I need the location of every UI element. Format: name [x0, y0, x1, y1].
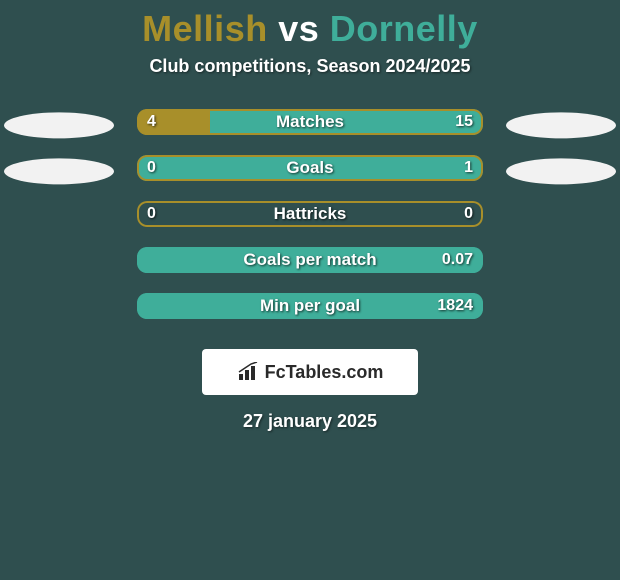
- stat-row: Min per goal 1824: [0, 289, 620, 335]
- stat-label: Min per goal: [260, 296, 360, 316]
- stat-value-left: 4: [147, 113, 156, 131]
- team-indicator-left: [4, 158, 114, 184]
- player-right-name: Dornelly: [330, 8, 478, 49]
- comparison-title: Mellish vs Dornelly: [0, 0, 620, 50]
- stat-value-right: 0.07: [442, 251, 473, 269]
- stat-label: Goals: [286, 158, 333, 178]
- stat-label: Matches: [276, 112, 344, 132]
- stat-label: Goals per match: [243, 250, 376, 270]
- stat-row: Goals per match 0.07: [0, 243, 620, 289]
- stat-label: Hattricks: [274, 204, 347, 224]
- stat-bar-track: Hattricks 0 0: [137, 201, 483, 227]
- stat-value-left: 0: [147, 205, 156, 223]
- stat-bar-track: Min per goal 1824: [137, 293, 483, 319]
- stats-area: Matches 4 15 Goals 0 1 Hattricks 0 0 Goals per ma…: [0, 105, 620, 335]
- stat-row: Goals 0 1: [0, 151, 620, 197]
- player-left-name: Mellish: [142, 8, 268, 49]
- stat-value-right: 0: [464, 205, 473, 223]
- stat-value-left: 0: [147, 159, 156, 177]
- stat-value-right: 1: [464, 159, 473, 177]
- stat-bar-track: Matches 4 15: [137, 109, 483, 135]
- stat-value-right: 1824: [437, 297, 473, 315]
- stat-row: Matches 4 15: [0, 105, 620, 151]
- team-indicator-right: [506, 112, 616, 138]
- brand-box: FcTables.com: [202, 349, 418, 395]
- snapshot-date: 27 january 2025: [0, 411, 620, 432]
- comparison-subtitle: Club competitions, Season 2024/2025: [0, 56, 620, 77]
- brand-text: FcTables.com: [265, 362, 384, 383]
- stat-value-right: 15: [455, 113, 473, 131]
- vs-word: vs: [278, 8, 319, 49]
- team-indicator-right: [506, 158, 616, 184]
- stat-bar-right-fill: [210, 109, 483, 135]
- stat-bar-track: Goals per match 0.07: [137, 247, 483, 273]
- stat-row: Hattricks 0 0: [0, 197, 620, 243]
- bar-chart-icon: [237, 362, 261, 382]
- stat-bar-track: Goals 0 1: [137, 155, 483, 181]
- team-indicator-left: [4, 112, 114, 138]
